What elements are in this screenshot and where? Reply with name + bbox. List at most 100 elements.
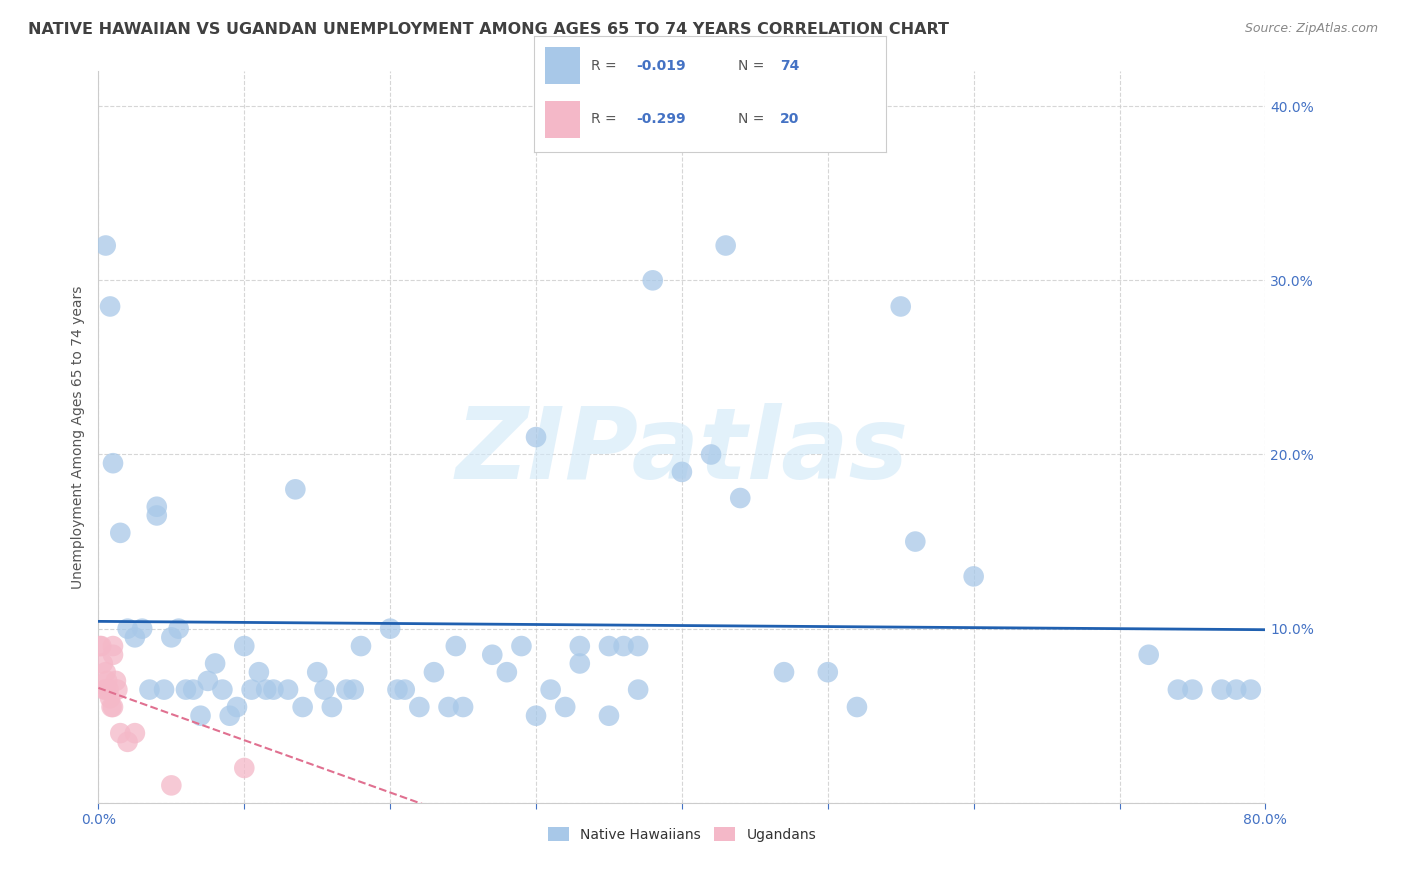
Point <box>1137 648 1160 662</box>
Bar <box>544 101 579 137</box>
Point <box>284 483 307 497</box>
Point <box>1225 682 1247 697</box>
Point <box>380 622 402 636</box>
Point <box>94 665 117 680</box>
Point <box>101 456 124 470</box>
Point <box>598 708 620 723</box>
Point <box>94 682 117 697</box>
Point <box>451 700 474 714</box>
Point <box>890 300 912 314</box>
Point <box>598 639 620 653</box>
Point <box>110 525 132 540</box>
Point <box>146 500 169 514</box>
Point <box>131 622 153 636</box>
Point <box>104 673 127 688</box>
Point <box>773 665 796 680</box>
Point <box>612 639 634 653</box>
Point <box>204 657 226 671</box>
Point <box>101 700 124 714</box>
Point <box>962 569 984 583</box>
Point <box>817 665 839 680</box>
Point <box>350 639 373 653</box>
Point <box>110 726 132 740</box>
Point <box>226 700 249 714</box>
Point <box>568 657 591 671</box>
Point <box>641 273 664 287</box>
Point <box>1211 682 1233 697</box>
Point <box>211 682 233 697</box>
Point <box>714 238 737 252</box>
Point <box>167 622 190 636</box>
Point <box>197 673 219 688</box>
Text: NATIVE HAWAIIAN VS UGANDAN UNEMPLOYMENT AMONG AGES 65 TO 74 YEARS CORRELATION CH: NATIVE HAWAIIAN VS UGANDAN UNEMPLOYMENT … <box>28 22 949 37</box>
Point <box>335 682 357 697</box>
Text: -0.299: -0.299 <box>636 112 686 126</box>
Point <box>262 682 284 697</box>
Text: N =: N = <box>738 59 769 73</box>
Point <box>138 682 160 697</box>
Point <box>671 465 693 479</box>
Point <box>90 639 112 653</box>
Y-axis label: Unemployment Among Ages 65 to 74 years: Unemployment Among Ages 65 to 74 years <box>70 285 84 589</box>
Point <box>117 735 139 749</box>
Point <box>93 682 115 697</box>
Text: ZIPatlas: ZIPatlas <box>456 403 908 500</box>
Point <box>1167 682 1189 697</box>
Point <box>387 682 409 697</box>
Point <box>700 448 723 462</box>
Point <box>96 673 118 688</box>
Point <box>94 238 117 252</box>
Point <box>627 682 650 697</box>
Point <box>307 665 329 680</box>
Point <box>91 657 114 671</box>
Bar <box>544 47 579 85</box>
Point <box>510 639 533 653</box>
Point <box>540 682 562 697</box>
Text: -0.019: -0.019 <box>636 59 686 73</box>
Point <box>247 665 270 680</box>
Point <box>1181 682 1204 697</box>
Point <box>97 682 120 697</box>
Point <box>481 648 503 662</box>
Point <box>343 682 366 697</box>
Text: 74: 74 <box>780 59 800 73</box>
Point <box>554 700 576 714</box>
Point <box>181 682 204 697</box>
Point <box>117 622 139 636</box>
Point <box>496 665 519 680</box>
Point <box>524 708 547 723</box>
Point <box>1240 682 1263 697</box>
Point <box>254 682 277 697</box>
Point <box>174 682 197 697</box>
Point <box>124 726 146 740</box>
Point <box>627 639 650 653</box>
Text: Source: ZipAtlas.com: Source: ZipAtlas.com <box>1244 22 1378 36</box>
Point <box>105 682 128 697</box>
Point <box>160 631 183 645</box>
Point <box>89 639 111 653</box>
Point <box>233 761 256 775</box>
Point <box>101 639 124 653</box>
Point <box>321 700 343 714</box>
Point <box>437 700 460 714</box>
Point <box>218 708 240 723</box>
Point <box>277 682 299 697</box>
Text: 20: 20 <box>780 112 800 126</box>
Point <box>408 700 430 714</box>
Point <box>730 491 752 505</box>
Point <box>394 682 416 697</box>
Point <box>846 700 869 714</box>
Point <box>444 639 467 653</box>
Point <box>904 534 927 549</box>
Point <box>160 778 183 792</box>
Point <box>100 700 122 714</box>
Point <box>98 691 121 706</box>
Legend: Native Hawaiians, Ugandans: Native Hawaiians, Ugandans <box>543 822 821 847</box>
Text: R =: R = <box>591 59 620 73</box>
Point <box>240 682 263 697</box>
Point <box>524 430 547 444</box>
Point <box>423 665 446 680</box>
Point <box>101 648 124 662</box>
Point <box>146 508 169 523</box>
Point <box>291 700 314 714</box>
